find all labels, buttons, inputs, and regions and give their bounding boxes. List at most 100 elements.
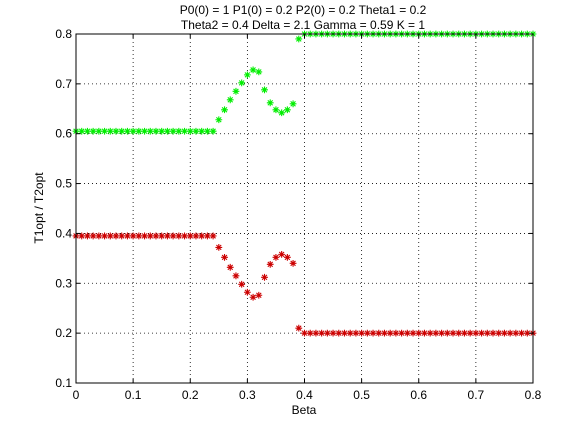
data-point	[478, 329, 485, 337]
data-point	[203, 127, 211, 135]
data-point	[243, 71, 251, 79]
data-point	[226, 263, 234, 271]
x-tick-label: 0	[73, 388, 80, 402]
data-point	[346, 329, 354, 337]
data-point	[158, 127, 166, 135]
data-point	[141, 232, 148, 240]
data-point	[238, 280, 246, 288]
x-tick-label: 0.5	[353, 388, 370, 402]
data-point	[289, 100, 297, 108]
data-point	[295, 35, 303, 43]
data-point	[101, 127, 108, 135]
data-point	[443, 329, 451, 337]
data-point	[78, 232, 86, 240]
data-point	[118, 232, 126, 240]
chart-title-line-1: P0(0) = 1 P1(0) = 0.2 P2(0) = 0.2 Theta1…	[180, 3, 427, 17]
data-point	[89, 232, 97, 240]
data-point	[449, 329, 457, 337]
data-point	[124, 127, 131, 135]
data-point	[84, 232, 91, 240]
data-point	[341, 329, 348, 337]
data-point	[106, 232, 114, 240]
data-point	[272, 106, 280, 114]
y-tick-label: 0.7	[55, 77, 72, 91]
y-tick-label: 0.8	[55, 27, 72, 41]
data-point	[523, 329, 531, 337]
x-tick-label: 0.8	[525, 388, 542, 402]
data-point	[466, 329, 474, 337]
data-point	[146, 232, 154, 240]
axis-ticks	[75, 33, 534, 384]
data-point	[95, 232, 103, 240]
data-point	[232, 272, 240, 280]
data-point	[426, 329, 434, 337]
data-point	[255, 291, 263, 299]
data-point	[186, 127, 194, 135]
y-tick-label: 0.4	[55, 226, 72, 240]
data-point	[192, 127, 200, 135]
data-point	[146, 127, 154, 135]
data-point	[289, 259, 297, 267]
chart-title-line-2: Theta2 = 0.4 Delta = 2.1 Gamma = 0.59 K …	[181, 18, 425, 32]
data-point	[455, 329, 463, 337]
data-point	[209, 232, 217, 240]
data-point	[363, 329, 371, 337]
x-tick-label: 0.4	[296, 388, 313, 402]
data-point	[135, 232, 143, 240]
data-point	[158, 232, 166, 240]
data-point	[318, 329, 326, 337]
data-point	[198, 127, 206, 135]
data-point	[169, 232, 177, 240]
data-point	[221, 106, 228, 114]
data-point	[249, 66, 257, 74]
data-point	[181, 232, 188, 240]
data-point	[118, 127, 126, 135]
y-tick-labels: 0.1 0.2 0.3 0.4 0.5 0.6 0.7 0.8	[55, 27, 72, 390]
data-point	[421, 329, 428, 337]
data-point	[352, 329, 360, 337]
data-point	[489, 329, 497, 337]
data-point	[141, 127, 148, 135]
series-red	[72, 232, 537, 337]
data-point	[192, 232, 200, 240]
data-point	[232, 87, 240, 95]
data-point	[129, 232, 137, 240]
x-tick-label: 0.2	[182, 388, 199, 402]
data-point	[221, 253, 228, 261]
y-tick-label: 0.1	[55, 376, 72, 390]
data-point	[283, 253, 291, 261]
x-tick-label: 0.1	[125, 388, 142, 402]
data-point	[164, 232, 171, 240]
data-point	[175, 232, 183, 240]
data-point	[301, 329, 308, 337]
data-point	[101, 232, 108, 240]
data-point	[209, 127, 217, 135]
data-point	[415, 329, 423, 337]
data-point	[495, 329, 503, 337]
data-point	[249, 293, 257, 301]
x-tick-label: 0.6	[410, 388, 427, 402]
data-point	[483, 329, 491, 337]
data-point	[181, 127, 188, 135]
data-point	[472, 329, 480, 337]
data-point	[295, 324, 303, 332]
data-point	[369, 329, 377, 337]
data-point	[95, 127, 103, 135]
data-point	[306, 329, 314, 337]
data-point	[84, 127, 91, 135]
data-point	[198, 232, 206, 240]
data-point	[261, 86, 268, 94]
data-point	[403, 329, 411, 337]
data-point	[78, 127, 86, 135]
y-tick-label: 0.6	[55, 127, 72, 141]
data-point	[386, 329, 394, 337]
data-point	[398, 329, 406, 337]
data-point	[272, 253, 280, 261]
data-point	[129, 127, 137, 135]
data-point	[323, 329, 331, 337]
y-axis-label: T1opt / T2opt	[32, 172, 46, 244]
data-point	[283, 106, 291, 114]
data-point	[392, 329, 400, 337]
data-point	[215, 243, 223, 251]
